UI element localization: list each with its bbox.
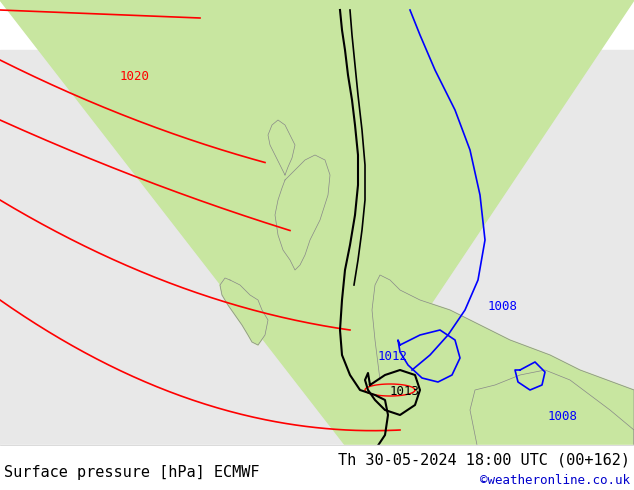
Polygon shape <box>220 278 268 345</box>
Polygon shape <box>268 120 295 175</box>
Text: 1008: 1008 <box>488 300 518 313</box>
Text: 1020: 1020 <box>120 70 150 83</box>
Text: 1012: 1012 <box>378 350 408 363</box>
Text: Th 30-05-2024 18:00 UTC (00+162): Th 30-05-2024 18:00 UTC (00+162) <box>338 452 630 467</box>
Text: 1013: 1013 <box>390 385 420 398</box>
Polygon shape <box>470 370 634 490</box>
Text: Surface pressure [hPa] ECMWF: Surface pressure [hPa] ECMWF <box>4 466 259 481</box>
Bar <box>0 50 634 445</box>
Text: ©weatheronline.co.uk: ©weatheronline.co.uk <box>480 473 630 487</box>
Polygon shape <box>275 155 330 270</box>
Bar <box>0 445 634 490</box>
Text: 1008: 1008 <box>548 410 578 423</box>
